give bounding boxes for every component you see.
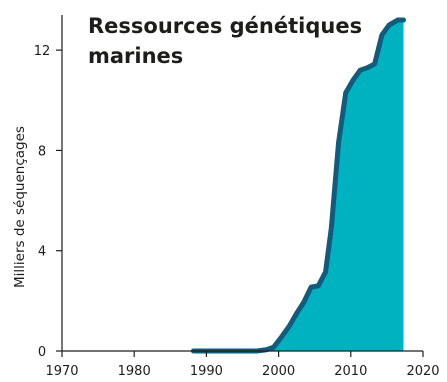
x-tick-label: 1980 (118, 364, 151, 379)
x-tick-label: 1970 (45, 364, 78, 379)
area-layer (190, 17, 407, 354)
chart-title-line-1: Ressources génétiques (88, 14, 362, 38)
y-tick-label: 8 (38, 144, 46, 159)
y-tick-label: 0 (38, 345, 46, 360)
tick-layer: 0 4 8 12 1970 1980 1990 2000 2010 2020 (34, 44, 440, 379)
y-tick-label: 12 (34, 44, 51, 59)
series-area (193, 20, 404, 352)
chart-title-line-2: marines (88, 44, 183, 68)
x-tick-label: 2010 (334, 364, 367, 379)
axis-layer (61, 15, 423, 352)
x-tick-label: 1990 (190, 364, 223, 379)
y-axis-label: Milliers de séquençages (12, 126, 28, 288)
x-tick-label: 2020 (406, 364, 439, 379)
y-tick-label: 4 (38, 245, 46, 260)
x-tick-label: 2000 (262, 364, 295, 379)
